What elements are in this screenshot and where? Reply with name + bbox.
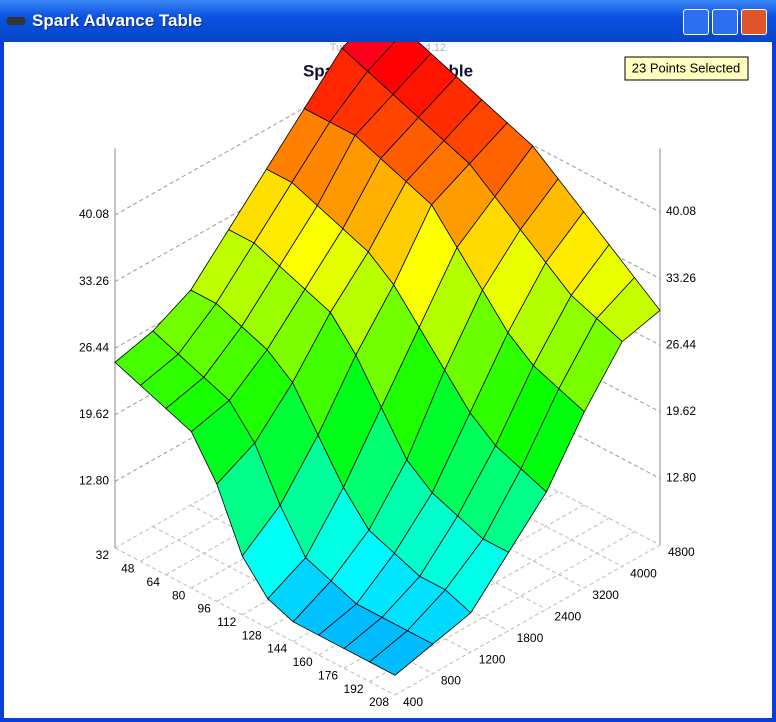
x-tick-label: 160	[293, 655, 313, 669]
x-tick-label: 96	[197, 602, 211, 616]
chart: TunerPro - Version 4.12 Spark Advance Ta…	[79, 0, 749, 709]
x-tick-label: 176	[318, 668, 338, 682]
surface-cell	[368, 630, 434, 676]
close-button[interactable]	[741, 9, 767, 35]
z-tick-label: 33.26	[79, 274, 109, 288]
window-title: Spark Advance Table	[32, 11, 203, 30]
y-tick-label: 1800	[517, 631, 544, 645]
selection-badge	[624, 56, 749, 81]
x-tick-label: 128	[242, 628, 262, 642]
title-bar: Spark Advance Table	[0, 0, 776, 42]
z-tick-label: 12.80	[79, 474, 109, 488]
z-tick-label: 40.08	[666, 204, 696, 218]
z-tick-label: 40.08	[79, 207, 109, 221]
y-tick-label: 4000	[630, 567, 657, 581]
x-tick-label: 192	[344, 682, 364, 696]
x-tick-label: 208	[369, 695, 389, 709]
y-tick-label: 4800	[668, 545, 695, 559]
z-tick-label: 33.26	[666, 271, 696, 285]
selection-badge-text: 23 Points Selected	[632, 60, 740, 75]
app-icon	[7, 17, 25, 25]
x-tick-label: 32	[96, 548, 110, 562]
floor-line	[152, 526, 434, 675]
y-tick-label: 2400	[554, 609, 581, 623]
client-area: TunerPro - Version 4.12 Spark Advance Ta…	[4, 0, 772, 718]
y-tick-label: 400	[403, 695, 423, 709]
z-tick-label: 12.80	[666, 471, 696, 485]
y-tick-label: 800	[441, 674, 461, 688]
x-tick-label: 64	[147, 575, 161, 589]
y-tick-label: 3200	[592, 588, 619, 602]
z-tick-label: 26.44	[79, 340, 109, 354]
z-tick-label: 19.62	[666, 404, 696, 418]
z-tick-label: 26.44	[666, 337, 696, 351]
x-tick-label: 144	[267, 642, 287, 656]
z-tick-label: 19.62	[79, 407, 109, 421]
x-tick-label: 48	[121, 562, 135, 576]
floor-line	[394, 544, 661, 696]
floor-line	[114, 547, 396, 696]
maximize-button[interactable]	[712, 9, 738, 35]
x-tick-label: 112	[217, 615, 236, 629]
x-tick-label: 80	[172, 588, 186, 602]
minimize-button[interactable]	[683, 9, 709, 35]
y-tick-label: 1200	[479, 652, 506, 666]
